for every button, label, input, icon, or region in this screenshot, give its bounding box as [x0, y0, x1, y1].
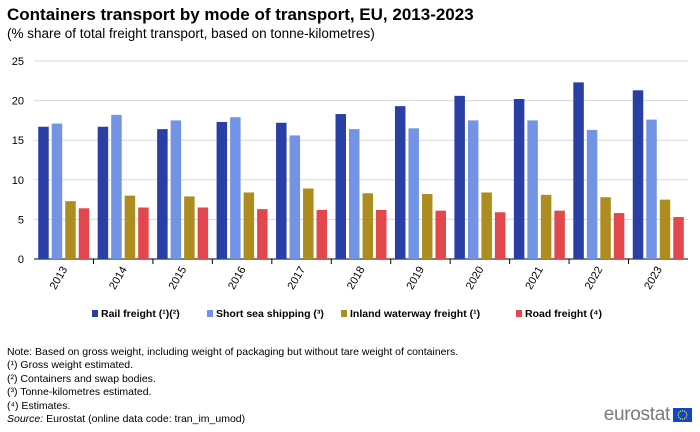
bar: [435, 210, 446, 259]
flag-star: [683, 410, 686, 412]
bar: [659, 199, 671, 259]
x-tick-label: 2019: [404, 265, 427, 292]
y-tick-label: 0: [18, 254, 24, 266]
bar: [646, 119, 657, 259]
flag-star: [681, 418, 684, 420]
bar: [408, 128, 419, 259]
eu-flag-icon: [673, 408, 692, 422]
flag-star: [685, 412, 687, 414]
source-text: Eurostat (online data code: tran_im_umod…: [46, 413, 246, 426]
chart-subtitle: (% share of total freight transport, bas…: [7, 26, 375, 41]
bar: [554, 210, 565, 259]
bar: [243, 192, 255, 259]
footnote-2: (²) Containers and swap bodies.: [7, 372, 156, 385]
legend-swatch: [516, 310, 522, 317]
bar: [494, 212, 506, 259]
bar: [421, 194, 433, 259]
bar: [586, 129, 598, 259]
bar: [65, 201, 76, 259]
legend-swatch: [92, 310, 98, 317]
flag-star: [686, 414, 688, 416]
bar: [540, 194, 552, 259]
y-tick-label: 5: [18, 214, 24, 226]
bar: [197, 207, 209, 259]
legend-label: Road freight (⁴): [525, 308, 602, 320]
bar: [349, 129, 360, 259]
bar: [97, 126, 109, 260]
bar: [362, 193, 373, 259]
bar: [289, 135, 301, 259]
flag-star: [681, 410, 684, 412]
y-tick-label: 20: [12, 96, 24, 108]
bar: [632, 90, 644, 259]
footnote-1: (¹) Gross weight estimated.: [7, 359, 134, 372]
x-tick-label: 2017: [286, 265, 309, 292]
bar: [138, 207, 149, 259]
flag-star: [685, 416, 687, 418]
footnote-3: (³) Tonne-kilometres estimated.: [7, 386, 152, 399]
bar: [184, 196, 195, 259]
bar: [454, 95, 465, 260]
bar: [467, 120, 479, 260]
bar: [613, 213, 625, 259]
footnote-4: (⁴) Estimates.: [7, 399, 71, 412]
bar: [124, 195, 136, 259]
y-tick-label: 15: [12, 135, 24, 147]
logo-text: eurostat: [603, 404, 671, 425]
flag-star: [679, 418, 682, 420]
bar: [257, 209, 268, 259]
x-tick-label: 2013: [48, 265, 71, 292]
bar: [376, 209, 387, 259]
x-tick-label: 2020: [464, 265, 487, 292]
x-tick-label: 2022: [583, 265, 606, 292]
legend-label: Short sea shipping (³): [216, 308, 324, 320]
source-label: Source:: [7, 413, 44, 426]
x-tick-label: 2015: [167, 265, 190, 292]
bar: [335, 114, 346, 260]
bar: [316, 209, 328, 259]
x-tick-label: 2016: [226, 265, 249, 292]
legend-swatch: [341, 310, 347, 317]
bar: [111, 114, 122, 259]
note-main: Note: Based on gross weight, including w…: [7, 346, 459, 358]
chart-notes: Note: Based on gross weight, including w…: [7, 346, 458, 426]
chart-title: Containers transport by mode of transpor…: [7, 5, 474, 24]
legend-label: Inland waterway freight (¹): [350, 308, 480, 320]
legend-label: Rail freight (¹)(²): [101, 308, 180, 320]
bar: [170, 120, 182, 260]
source-line: Source: Eurostat (online data code: tran…: [7, 413, 458, 426]
bar: [38, 126, 49, 260]
bar: [303, 188, 314, 259]
bar: [394, 106, 406, 259]
flag-star: [678, 416, 680, 418]
x-tick-label: 2018: [345, 265, 368, 292]
eurostat-logo: eurostat: [604, 404, 692, 426]
bar: [230, 117, 241, 260]
bar: [513, 99, 525, 260]
x-tick-label: 2014: [107, 265, 130, 292]
bar: [276, 122, 287, 259]
flag-star: [679, 410, 682, 412]
bar: [527, 120, 538, 260]
chart: 0 5 10 15 20 25 2013 2014 2015 2016 2017 2018 2019 20…: [12, 56, 688, 320]
flag-star: [683, 418, 686, 420]
x-tick-label: 2021: [523, 265, 546, 292]
bar: [51, 123, 63, 260]
bar: [573, 82, 584, 259]
bar: [216, 121, 228, 259]
x-tick-label: 2023: [642, 265, 665, 292]
bar: [481, 192, 492, 259]
flag-star: [677, 414, 679, 416]
y-tick-label: 25: [12, 56, 24, 68]
bar: [78, 208, 90, 259]
y-tick-label: 10: [12, 175, 24, 187]
legend-swatch: [207, 310, 213, 317]
bar: [600, 197, 611, 259]
bar: [673, 217, 684, 259]
flag-star: [678, 412, 680, 414]
bar: [157, 129, 168, 259]
